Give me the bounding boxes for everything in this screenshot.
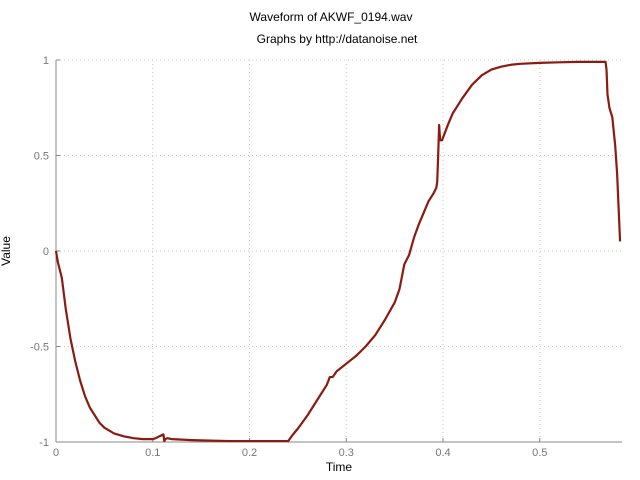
y-tick-label: -1	[39, 437, 49, 449]
chart-subtitle: Graphs by http://datanoise.net	[257, 32, 418, 46]
grid	[55, 59, 622, 443]
x-tick-label: 0.2	[242, 447, 257, 459]
chart-title: Waveform of AKWF_0194.wav	[250, 10, 413, 24]
y-axis-label: Value	[0, 236, 13, 266]
x-tick-label: 0.5	[532, 447, 547, 459]
y-tick-label: 0.5	[34, 151, 49, 163]
x-tick-label: 0.1	[145, 447, 160, 459]
waveform-line	[54, 60, 622, 443]
y-ticks: -1 -0.5 0 0.5 1	[30, 55, 60, 449]
y-tick-label: -0.5	[30, 342, 49, 354]
x-axis-label: Time	[326, 460, 353, 474]
y-tick-label: 1	[43, 55, 49, 67]
x-tick-label: 0.4	[435, 447, 450, 459]
x-ticks: 0 0.1 0.2 0.3 0.4 0.5	[53, 438, 547, 459]
x-tick-label: 0	[53, 447, 59, 459]
y-tick-label: 0	[43, 246, 49, 258]
x-tick-label: 0.3	[339, 447, 354, 459]
